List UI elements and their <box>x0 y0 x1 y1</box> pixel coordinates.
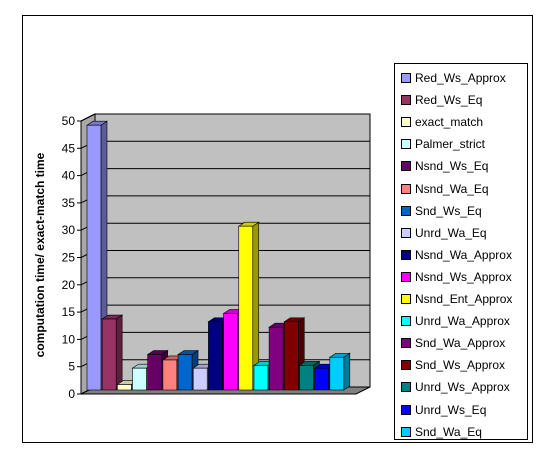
legend-swatch <box>401 271 411 282</box>
legend-swatch <box>401 360 411 371</box>
legend-swatch <box>401 205 411 216</box>
legend-label: Nsnd_Wa_Eq <box>415 181 489 196</box>
legend-label: Palmer_strict <box>415 137 486 152</box>
gridline-side <box>80 113 96 122</box>
legend-item: Snd_Ws_Approx <box>401 356 505 374</box>
bar <box>147 354 162 391</box>
bar-side <box>115 314 123 391</box>
bar <box>299 365 314 391</box>
legend-swatch <box>401 294 411 304</box>
legend-swatch <box>401 426 411 437</box>
bar <box>253 365 269 391</box>
legend-swatch <box>401 117 411 128</box>
legend-label: Nsnd_Ent_Approx <box>415 292 513 306</box>
legend-swatch <box>401 139 411 150</box>
legend-item: Red_Ws_Eq <box>401 91 482 109</box>
legend-item: Unrd_Wa_Approx <box>401 312 510 330</box>
y-tick-label: 50 <box>62 114 76 128</box>
legend-label: exact_match <box>415 115 484 130</box>
legend-label: Nsnd_Ws_Eq <box>415 159 489 174</box>
bar <box>162 359 178 391</box>
legend-label: Nsnd_Ws_Approx <box>415 269 512 284</box>
legend-item: Palmer_strict <box>401 135 485 153</box>
legend-label: Unrd_Ws_Approx <box>415 380 510 395</box>
y-tick-label: 15 <box>62 305 76 319</box>
legend-swatch <box>401 404 411 415</box>
bar <box>101 318 117 391</box>
legend-swatch <box>401 338 411 349</box>
legend-label: Snd_Ws_Approx <box>415 358 506 373</box>
bar <box>117 384 132 391</box>
y-tick-label: 35 <box>62 196 76 210</box>
bar <box>314 367 329 391</box>
legend-swatch <box>401 316 411 327</box>
legend-item: Nsnd_Wa_Eq <box>401 180 489 198</box>
legend-item: Nsnd_Ent_Approx <box>401 290 512 308</box>
bar <box>283 321 299 391</box>
legend-swatch <box>401 161 411 172</box>
legend-label: Red_Ws_Eq <box>415 93 483 108</box>
bar-side <box>343 352 351 391</box>
y-tick-label: 5 <box>68 360 75 374</box>
legend-label: Snd_Wa_Approx <box>415 336 506 351</box>
bar <box>223 313 238 391</box>
bar <box>192 367 208 391</box>
legend-item: Nsnd_Wa_Approx <box>401 246 512 264</box>
legend-item: Red_Ws_Approx <box>401 69 506 87</box>
legend-label: Snd_Wa_Eq <box>415 424 482 439</box>
legend-item: Nsnd_Ws_Eq <box>401 157 488 175</box>
legend-item: Snd_Wa_Approx <box>401 334 505 352</box>
y-tick-label: 25 <box>62 251 76 265</box>
bar <box>238 225 254 391</box>
bar <box>329 356 345 391</box>
legend-item: Snd_Ws_Eq <box>401 202 482 220</box>
legend-swatch <box>401 95 411 106</box>
y-tick-label: 0 <box>68 387 75 401</box>
bar <box>208 321 223 391</box>
bar <box>86 124 102 391</box>
legend-label: Unrd_Wa_Eq <box>415 225 487 240</box>
bar <box>268 326 284 391</box>
legend-swatch <box>401 227 411 238</box>
legend-swatch <box>401 249 411 260</box>
legend-item: Unrd_Ws_Approx <box>401 378 510 396</box>
legend-swatch <box>401 382 411 393</box>
legend-label: Unrd_Ws_Eq <box>415 402 487 417</box>
bar <box>132 367 147 391</box>
legend-item: Nsnd_Ws_Approx <box>401 268 512 286</box>
legend: Red_Ws_Approx Red_Ws_Eq exact_match Palmer_… <box>394 63 528 440</box>
y-tick-label: 10 <box>62 332 76 346</box>
legend-label: Nsnd_Wa_Approx <box>415 247 512 262</box>
legend-item: Snd_Wa_Eq <box>401 423 482 441</box>
y-tick-label: 20 <box>62 278 76 292</box>
legend-swatch <box>401 73 411 83</box>
legend-label: Red_Ws_Approx <box>415 71 506 85</box>
legend-label: Snd_Ws_Eq <box>415 203 482 218</box>
legend-item: Unrd_Wa_Eq <box>401 224 487 242</box>
legend-label: Unrd_Wa_Approx <box>415 314 510 329</box>
y-tick-label: 45 <box>62 141 76 155</box>
legend-swatch <box>401 183 411 194</box>
y-tick-label: 40 <box>62 169 76 183</box>
y-tick-label: 30 <box>62 223 76 237</box>
bar <box>177 354 193 391</box>
legend-item: Unrd_Ws_Eq <box>401 401 486 419</box>
legend-item: exact_match <box>401 113 483 131</box>
